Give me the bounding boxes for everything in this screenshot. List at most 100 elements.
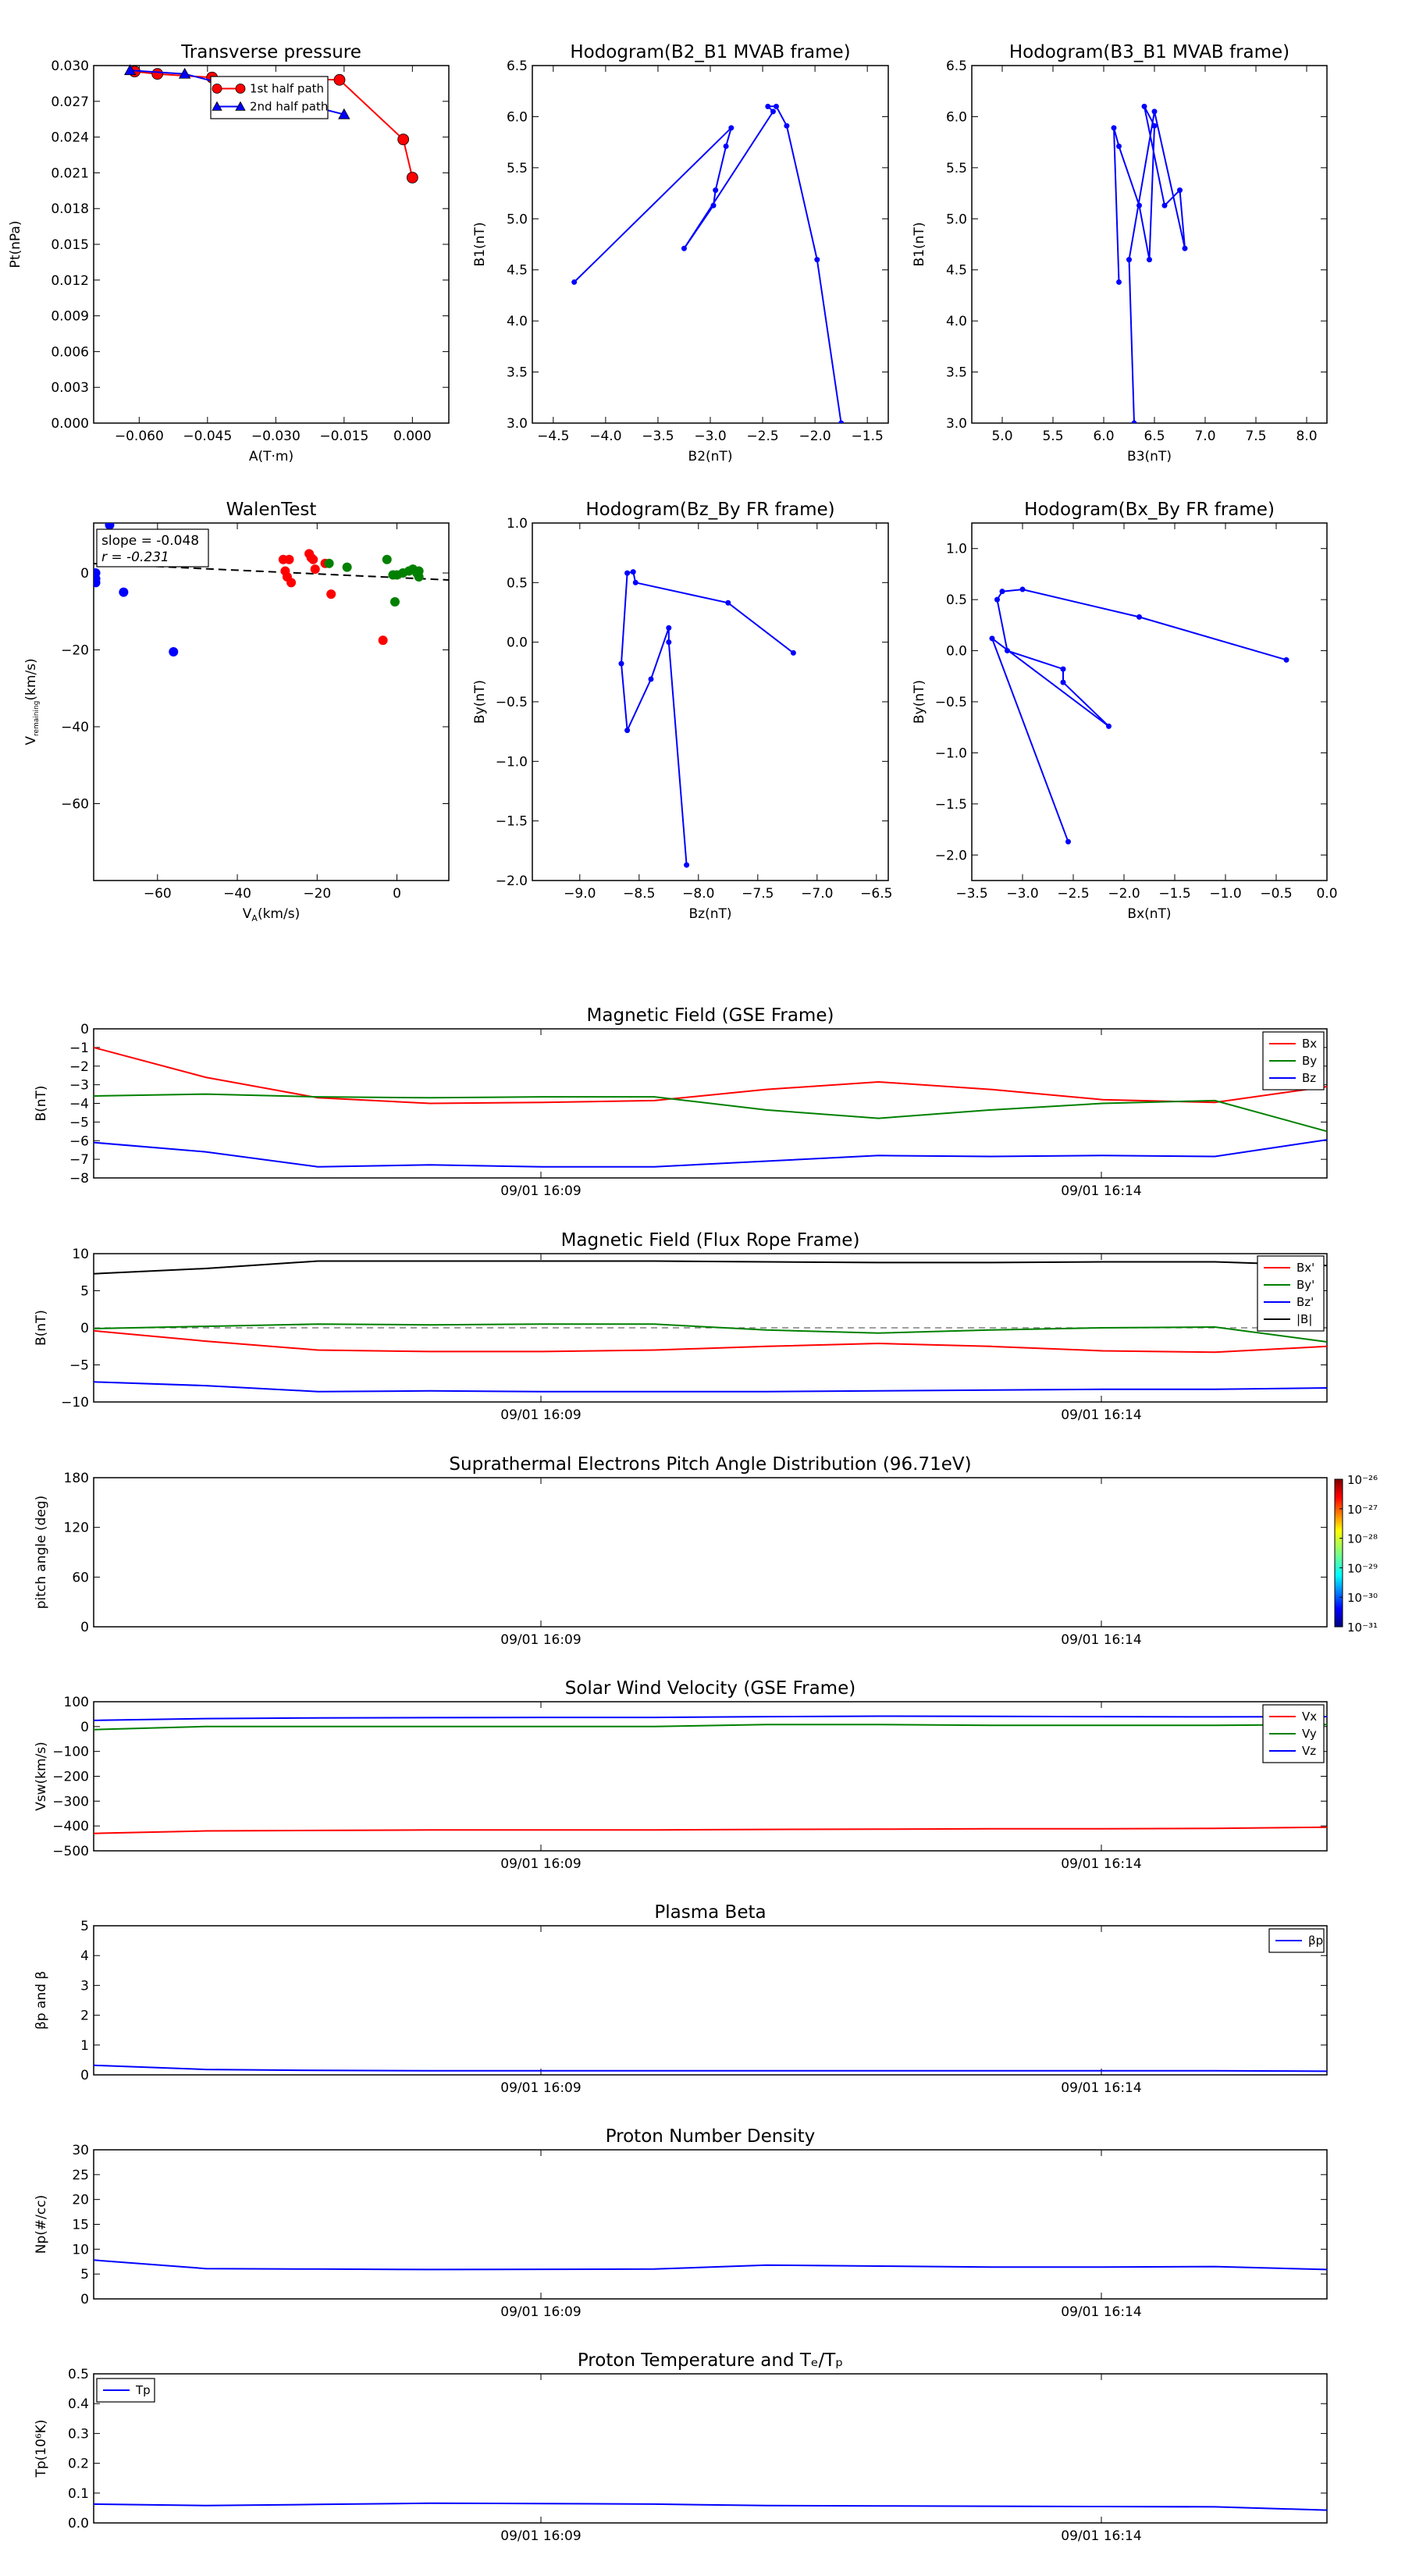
x-tick-label: 09/01 16:14: [1061, 2528, 1141, 2544]
y-tick-label: −7: [69, 1152, 89, 1168]
y-tick-label: 0.024: [51, 130, 89, 146]
y-tick-label: −1.0: [496, 754, 528, 770]
data-point: [1116, 279, 1122, 285]
y-tick-label: 0: [80, 1022, 89, 1037]
y-tick-label: 30: [72, 2143, 89, 2158]
y-tick-label: 0.2: [68, 2457, 89, 2472]
x-tick-label: −1.0: [1209, 886, 1241, 902]
legend-entry: |B|: [1297, 1312, 1312, 1326]
y-tick-label: 0.021: [51, 165, 89, 181]
legend-entry: 2nd half path: [250, 100, 328, 114]
y-axis-label: B1(nT): [472, 222, 488, 267]
plot-frame: [971, 522, 1328, 881]
y-tick-label: 15: [72, 2218, 89, 2233]
series-line-B: [93, 1260, 1328, 1275]
y-tick-label: 1.0: [507, 516, 528, 532]
y-tick-label: 1: [80, 2038, 89, 2054]
y-tick-label: 5.5: [946, 161, 967, 176]
plot-title: Hodogram(B3_B1 MVAB frame): [1009, 42, 1289, 62]
x-tick-label: 09/01 16:09: [500, 2080, 581, 2096]
data-point: [1136, 614, 1142, 620]
data-point: [382, 554, 392, 564]
y-tick-label: −3: [69, 1078, 89, 1094]
y-tick-label: −0.5: [496, 695, 528, 710]
y-tick-label: 0: [80, 566, 89, 582]
data-point: [713, 187, 719, 194]
data-point: [286, 578, 297, 588]
y-tick-label: −60: [61, 797, 89, 813]
data-point: [324, 558, 334, 568]
series-line: [990, 589, 1287, 842]
x-axis-label: VA(km/s): [243, 906, 300, 923]
data-point: [624, 728, 631, 734]
plot-title: Hodogram(B2_B1 MVAB frame): [570, 42, 850, 62]
x-axis-label: B2(nT): [688, 449, 733, 464]
annotation-slope: slope = -0.048: [101, 533, 199, 549]
x-tick-label: −0.030: [251, 429, 301, 444]
annotation-r: r = -0.231: [101, 550, 169, 565]
y-tick-label: −2.0: [935, 848, 967, 863]
y-tick-label: 5.0: [507, 212, 528, 227]
y-tick-label: 0.030: [51, 59, 89, 74]
plot-area: [618, 569, 796, 868]
y-tick-label: 0.0: [507, 635, 528, 651]
legend-entry: Vx: [1302, 1710, 1317, 1724]
data-point: [212, 101, 222, 111]
y-tick-label: 0.5: [68, 2367, 89, 2382]
x-tick-label: 09/01 16:14: [1061, 1407, 1141, 1423]
y-axis-label: Np(#/cc): [34, 2195, 49, 2254]
y-tick-label: 3: [80, 1978, 89, 1994]
legend-entry: 1st half path: [250, 82, 324, 96]
data-point: [1131, 420, 1137, 423]
x-tick-label: 5.0: [991, 429, 1012, 444]
data-point: [814, 257, 820, 263]
y-tick-label: 0.5: [507, 575, 528, 591]
data-point: [178, 67, 191, 79]
data-point: [1106, 723, 1112, 729]
data-point: [1060, 679, 1066, 685]
y-tick-label: 100: [64, 1695, 89, 1710]
x-tick-label: 6.0: [1093, 429, 1114, 444]
y-tick-label: 2: [80, 2008, 89, 2024]
data-point: [378, 635, 388, 646]
y-tick-label: 6.5: [946, 59, 967, 74]
y-tick-label: 0.027: [51, 94, 89, 110]
x-tick-label: 09/01 16:09: [500, 2304, 581, 2320]
plot-area: [1111, 103, 1188, 423]
data-point: [105, 523, 115, 530]
y-tick-label: 0: [80, 2292, 89, 2307]
data-point: [1161, 202, 1168, 208]
y-axis-label: B1(nT): [912, 222, 927, 267]
plot-frame: [93, 2373, 1328, 2524]
y-tick-label: −40: [61, 720, 89, 735]
data-point: [838, 420, 845, 423]
y-tick-label: 5.0: [946, 212, 967, 227]
x-tick-label: −0.015: [319, 429, 368, 444]
data-point: [1283, 656, 1289, 663]
data-point: [773, 103, 779, 109]
y-tick-label: 0.3: [68, 2426, 89, 2442]
y-axis-label: Vsw(km/s): [34, 1742, 49, 1811]
data-point: [1177, 187, 1183, 194]
x-tick-label: −3.0: [694, 429, 726, 444]
chart-hzy: Hodogram(Bz_By FR frame) 1.0 0.5 0.0 −0.5 −1.…: [472, 500, 892, 922]
y-tick-label: −300: [52, 1794, 89, 1809]
data-point: [624, 570, 631, 576]
data-point: [666, 639, 672, 646]
y-tick-label: 0: [80, 2068, 89, 2083]
data-point: [710, 202, 717, 208]
plot-title: WalenTest: [226, 500, 317, 520]
x-tick-label: −40: [223, 886, 251, 902]
data-point: [618, 660, 624, 667]
data-point: [1126, 257, 1132, 263]
y-tick-label: 4.5: [507, 263, 528, 279]
x-tick-label: −3.5: [642, 429, 674, 444]
colorbar-label: 10⁻²⁷: [1347, 1503, 1378, 1517]
y-tick-label: 25: [72, 2168, 89, 2183]
x-tick-label: −2.5: [746, 429, 778, 444]
data-point: [1019, 586, 1026, 592]
y-tick-label: 0.1: [68, 2486, 89, 2502]
plot-frame: [93, 1925, 1328, 2076]
y-tick-label: 10: [72, 1247, 89, 1262]
data-point: [151, 68, 164, 80]
